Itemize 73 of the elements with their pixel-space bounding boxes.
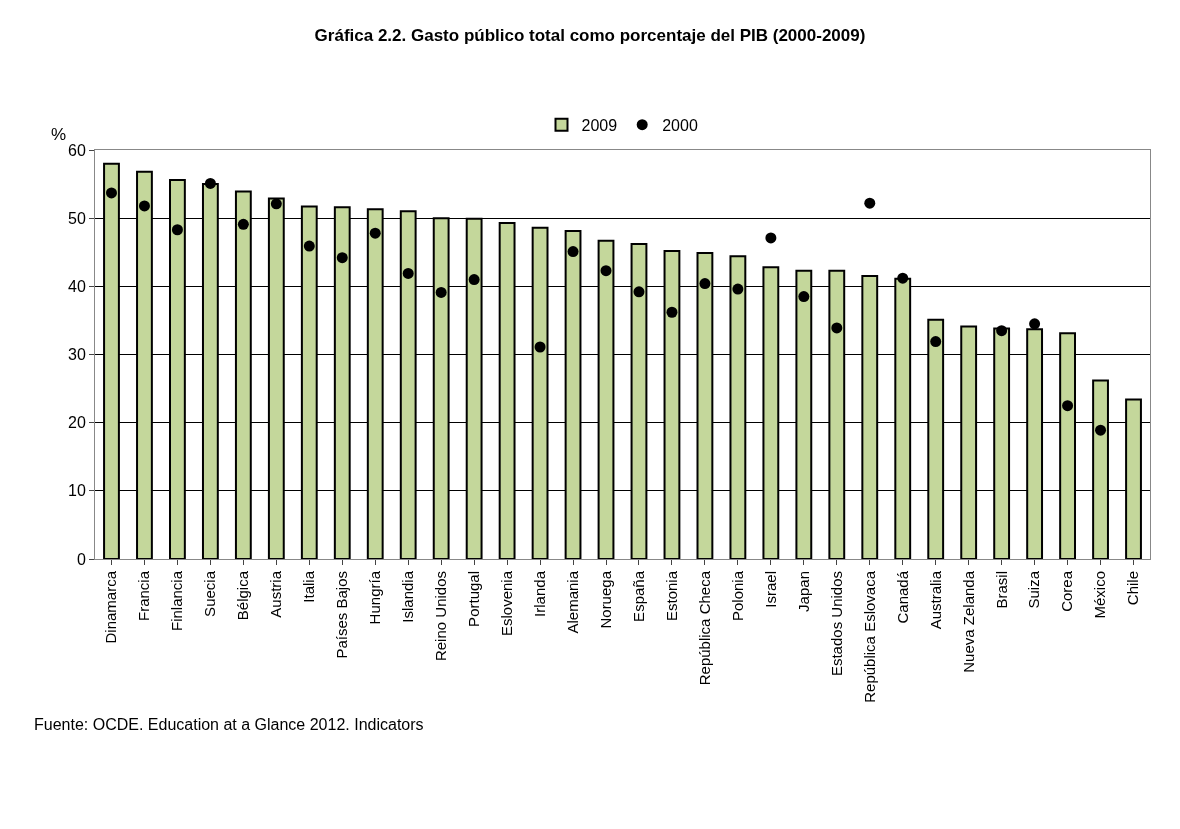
point: [996, 325, 1008, 337]
x-tick-label: República Eslovaca: [860, 570, 878, 703]
x-tick-label: Dinamarca: [102, 570, 120, 644]
x-tick-label: Irlanda: [530, 570, 548, 617]
point: [633, 286, 645, 298]
y-tick-label: 30: [68, 346, 86, 364]
x-tick-label: Islandia: [399, 570, 417, 623]
x-tick-label: Francia: [135, 570, 153, 622]
point: [930, 336, 942, 348]
x-tick-label: Polonia: [728, 570, 746, 622]
x-tick-label: Bélgica: [234, 570, 252, 621]
x-tick-label: España: [629, 570, 647, 622]
point: [1062, 400, 1074, 412]
x-tick-label: Suiza: [1025, 570, 1043, 609]
point: [600, 265, 612, 277]
x-tick-label: Reino Unidos: [432, 571, 450, 662]
point: [534, 341, 546, 353]
source-note: Fuente: OCDE. Education at a Glance 2012. Indicators: [34, 716, 424, 733]
point: [897, 272, 909, 284]
x-tick-label: Estados Unidos: [827, 571, 845, 677]
x-tick-label: Italia: [300, 570, 318, 603]
point: [204, 177, 216, 189]
point: [270, 198, 282, 210]
y-tick-label: 0: [76, 550, 86, 568]
point: [699, 278, 711, 290]
point: [798, 291, 810, 303]
legend-label: 2000: [662, 116, 698, 134]
y-tick-label: 20: [68, 414, 86, 432]
point: [336, 252, 348, 264]
x-tick-label: Australia: [926, 570, 944, 630]
point: [1029, 318, 1041, 330]
legend-label: 2009: [581, 116, 618, 134]
x-tick-label: Países Bajos: [333, 571, 351, 659]
y-axis-title: %: [51, 125, 67, 144]
x-tick-label: Alemania: [563, 570, 581, 634]
x-tick-label: Suecia: [201, 570, 219, 617]
x-tick-label: Austria: [267, 570, 285, 618]
point: [105, 187, 117, 199]
x-tick-label: Noruega: [596, 570, 614, 629]
x-tick-label: Portugal: [465, 571, 483, 627]
point: [732, 283, 744, 295]
y-tick-label: 60: [68, 141, 86, 159]
point: [864, 197, 876, 209]
x-tick-label: Japan: [794, 571, 812, 612]
point: [567, 246, 579, 258]
point: [1095, 424, 1107, 436]
x-tick-label: Nueva Zelanda: [959, 570, 977, 673]
x-tick-label: Brasil: [992, 571, 1010, 609]
point: [765, 232, 777, 244]
y-tick-label: 40: [68, 277, 86, 295]
x-tick-label: Hungría: [366, 570, 384, 625]
point: [435, 286, 447, 298]
y-tick-label: 50: [68, 209, 86, 227]
point: [138, 200, 150, 212]
point: [666, 306, 678, 318]
point: [237, 218, 249, 230]
point: [369, 227, 381, 239]
x-tick-label: México: [1091, 571, 1109, 619]
chart-title: Gráfica 2.2. Gasto público total como porcentaje del PIB (2000-2009): [314, 25, 866, 45]
point: [402, 267, 414, 279]
x-tick-label: Eslovenia: [497, 570, 515, 637]
x-tick-label: Israel: [761, 571, 779, 608]
x-tick-label: Estonia: [662, 570, 680, 622]
y-tick-label: 10: [68, 482, 86, 500]
x-tick-label: Chile: [1124, 571, 1142, 606]
x-tick-label: Canadá: [893, 570, 911, 624]
x-tick-label: Finlancia: [168, 570, 186, 632]
x-tick-label: República Checa: [695, 570, 713, 686]
point: [831, 322, 843, 334]
point: [468, 274, 480, 286]
point: [303, 240, 315, 252]
point: [171, 224, 183, 236]
x-tick-label: Corea: [1058, 570, 1076, 612]
